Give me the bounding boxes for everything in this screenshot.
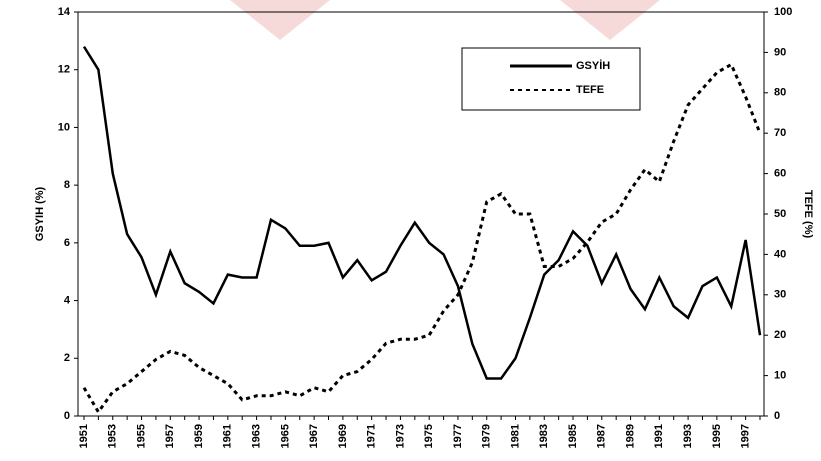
legend-label: GSYİH: [576, 59, 610, 72]
x-tick-label: 1977: [452, 424, 464, 448]
y-tick-label: 10: [58, 121, 70, 133]
x-tick-label: 1971: [366, 424, 378, 448]
y2-tick-label: 40: [774, 248, 786, 260]
y2-axis-label: TEFE (%): [802, 190, 814, 239]
x-tick-label: 1951: [78, 424, 90, 448]
x-tick-label: 1955: [135, 424, 147, 448]
x-tick-label: 1963: [251, 424, 263, 448]
x-tick-label: 1967: [308, 424, 320, 448]
legend-label: TEFE: [576, 84, 604, 96]
x-tick-label: 1987: [596, 424, 608, 448]
y-tick-label: 6: [64, 237, 70, 249]
x-tick-label: 1953: [107, 424, 119, 448]
y-tick-label: 0: [64, 410, 70, 422]
x-tick-label: 1985: [567, 424, 579, 448]
y2-tick-label: 10: [774, 370, 786, 382]
legend: [461, 47, 641, 111]
y2-tick-label: 0: [774, 410, 780, 422]
x-tick-label: 1969: [337, 424, 349, 448]
y2-tick-label: 60: [774, 168, 786, 180]
y-tick-label: 14: [58, 6, 71, 18]
x-tick-label: 1991: [653, 424, 665, 448]
x-tick-label: 1993: [682, 424, 694, 448]
y2-tick-label: 50: [774, 208, 786, 220]
x-tick-label: 1965: [279, 424, 291, 448]
x-tick-label: 1983: [538, 424, 550, 448]
y-tick-label: 4: [64, 294, 71, 306]
x-tick-label: 1989: [624, 424, 636, 448]
y2-tick-label: 80: [774, 87, 786, 99]
watermark: [560, 0, 660, 40]
x-tick-label: 1957: [164, 424, 176, 448]
y-tick-label: 2: [64, 352, 70, 364]
x-tick-label: 1959: [193, 424, 205, 448]
y2-tick-label: 90: [774, 46, 786, 58]
x-tick-label: 1995: [711, 424, 723, 448]
x-tick-label: 1973: [394, 424, 406, 448]
y-tick-label: 12: [58, 64, 70, 76]
y2-tick-label: 30: [774, 289, 786, 301]
y2-tick-label: 20: [774, 329, 786, 341]
series-line: [82, 62, 762, 415]
x-tick-label: 1981: [509, 424, 521, 448]
x-tick-label: 1979: [481, 424, 493, 448]
y-tick-label: 8: [64, 179, 70, 191]
x-tick-label: 1961: [222, 424, 234, 448]
y2-tick-label: 70: [774, 127, 786, 139]
x-tick-label: 1975: [423, 424, 435, 448]
y-axis-label: GSYIH (%): [34, 186, 46, 241]
watermark: [230, 0, 330, 40]
x-tick-label: 1997: [740, 424, 752, 448]
series-line: [82, 45, 762, 380]
y2-tick-label: 100: [774, 6, 792, 18]
